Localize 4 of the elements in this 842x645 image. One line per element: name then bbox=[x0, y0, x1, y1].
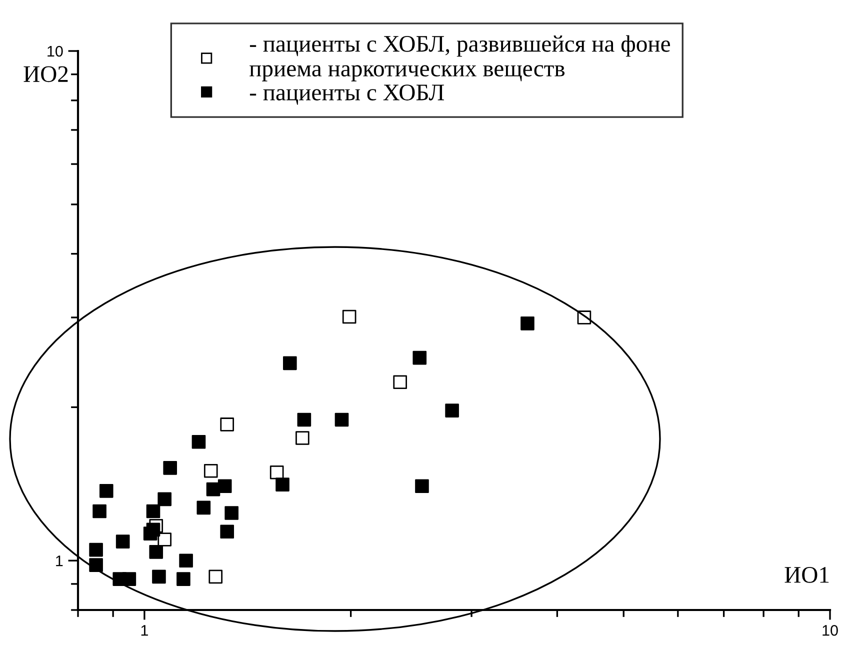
x-axis-title: ИО1 bbox=[784, 566, 829, 583]
legend-label: - пациенты с ХОБЛ bbox=[250, 84, 444, 105]
legend-label: - пациенты с ХОБЛ, развившейся на фоне приема наркотических веществ bbox=[250, 35, 670, 82]
y-axis-title: ИО2 bbox=[24, 66, 68, 82]
